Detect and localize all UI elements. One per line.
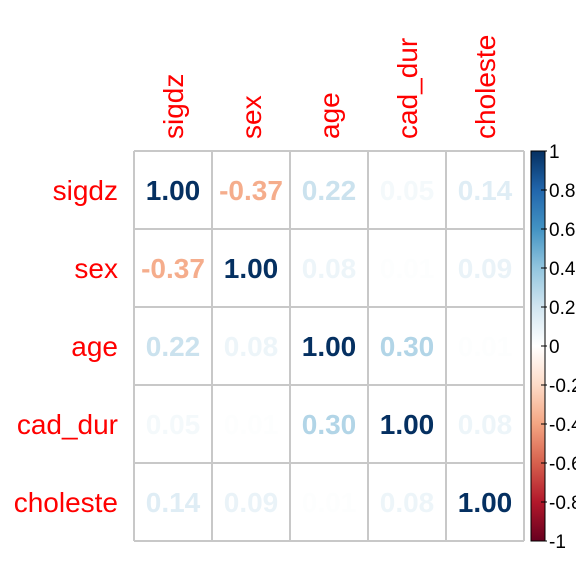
cell-value-sex-age: 0.08 xyxy=(302,253,357,284)
cell-value-cad_dur-sex: 0.01 xyxy=(224,409,279,440)
cell-value-sigdz-cad_dur: 0.05 xyxy=(380,175,435,206)
cell-value-sigdz-sex: -0.37 xyxy=(219,175,283,206)
cell-value-choleste-sex: 0.09 xyxy=(224,487,279,518)
colorbar-tick-label: 0.6 xyxy=(549,220,575,241)
row-label-sex: sex xyxy=(74,253,118,284)
row-labels: sigdz sex age cad_dur choleste xyxy=(14,175,118,518)
col-label-sex: sex xyxy=(236,95,267,139)
cell-value-choleste-cad_dur: 0.08 xyxy=(380,487,435,518)
row-label-sigdz: sigdz xyxy=(53,175,118,206)
cell-value-cad_dur-age: 0.30 xyxy=(302,409,357,440)
cell-value-sex-sigdz: -0.37 xyxy=(141,253,205,284)
colorbar-tick-label: -0.6 xyxy=(549,454,576,475)
cell-value-choleste-age: 0.01 xyxy=(302,487,357,518)
cell-value-age-cad_dur: 0.30 xyxy=(380,331,435,362)
cell-value-cad_dur-choleste: 0.08 xyxy=(458,409,513,440)
cell-value-age-sigdz: 0.22 xyxy=(146,331,201,362)
col-label-sigdz: sigdz xyxy=(158,74,189,139)
row-label-age: age xyxy=(71,331,118,362)
colorbar-tick-label: 0.8 xyxy=(549,181,575,202)
colorbar-tick-label: 0.4 xyxy=(549,259,576,280)
colorbar-tick-label: -0.4 xyxy=(549,415,576,436)
col-label-age: age xyxy=(314,92,345,139)
colorbar: -1 -0.8 -0.6 -0.4 -0.2 0 0.2 0.4 0.6 0.8 1 xyxy=(531,142,576,553)
cell-value-sex-choleste: 0.09 xyxy=(458,253,513,284)
cell-value-sex-cad_dur: 0.01 xyxy=(380,253,435,284)
cell-value-cad_dur-sigdz: 0.05 xyxy=(146,409,201,440)
cell-value-choleste-sigdz: 0.14 xyxy=(146,487,201,518)
row-label-cad_dur: cad_dur xyxy=(17,409,118,440)
matrix-cells: 1.00 -0.37 0.22 0.05 0.14 -0.37 1.00 0.08 0.01 0.… xyxy=(141,175,513,518)
col-label-cad_dur: cad_dur xyxy=(392,38,423,139)
colorbar-tick-label: -0.2 xyxy=(549,376,576,397)
cell-value-choleste-choleste: 1.00 xyxy=(458,487,513,518)
cell-value-age-sex: 0.08 xyxy=(224,331,279,362)
cell-value-sigdz-choleste: 0.14 xyxy=(458,175,513,206)
cell-value-age-choleste: 0.01 xyxy=(458,331,513,362)
cell-value-cad_dur-cad_dur: 1.00 xyxy=(380,409,435,440)
column-labels: sigdz sex age cad_dur choleste xyxy=(158,35,501,139)
colorbar-tick-label: -1 xyxy=(549,532,566,553)
colorbar-tick-label: 0.2 xyxy=(549,298,575,319)
colorbar-tick-label: 1 xyxy=(549,142,560,163)
colorbar-tick-label: 0 xyxy=(549,337,560,358)
cell-value-sigdz-age: 0.22 xyxy=(302,175,357,206)
col-label-choleste: choleste xyxy=(470,35,501,139)
colorbar-tick-label: -0.8 xyxy=(549,493,576,514)
cell-value-sex-sex: 1.00 xyxy=(224,253,279,284)
cell-value-age-age: 1.00 xyxy=(302,331,357,362)
row-label-choleste: choleste xyxy=(14,487,118,518)
cell-value-sigdz-sigdz: 1.00 xyxy=(146,175,201,206)
